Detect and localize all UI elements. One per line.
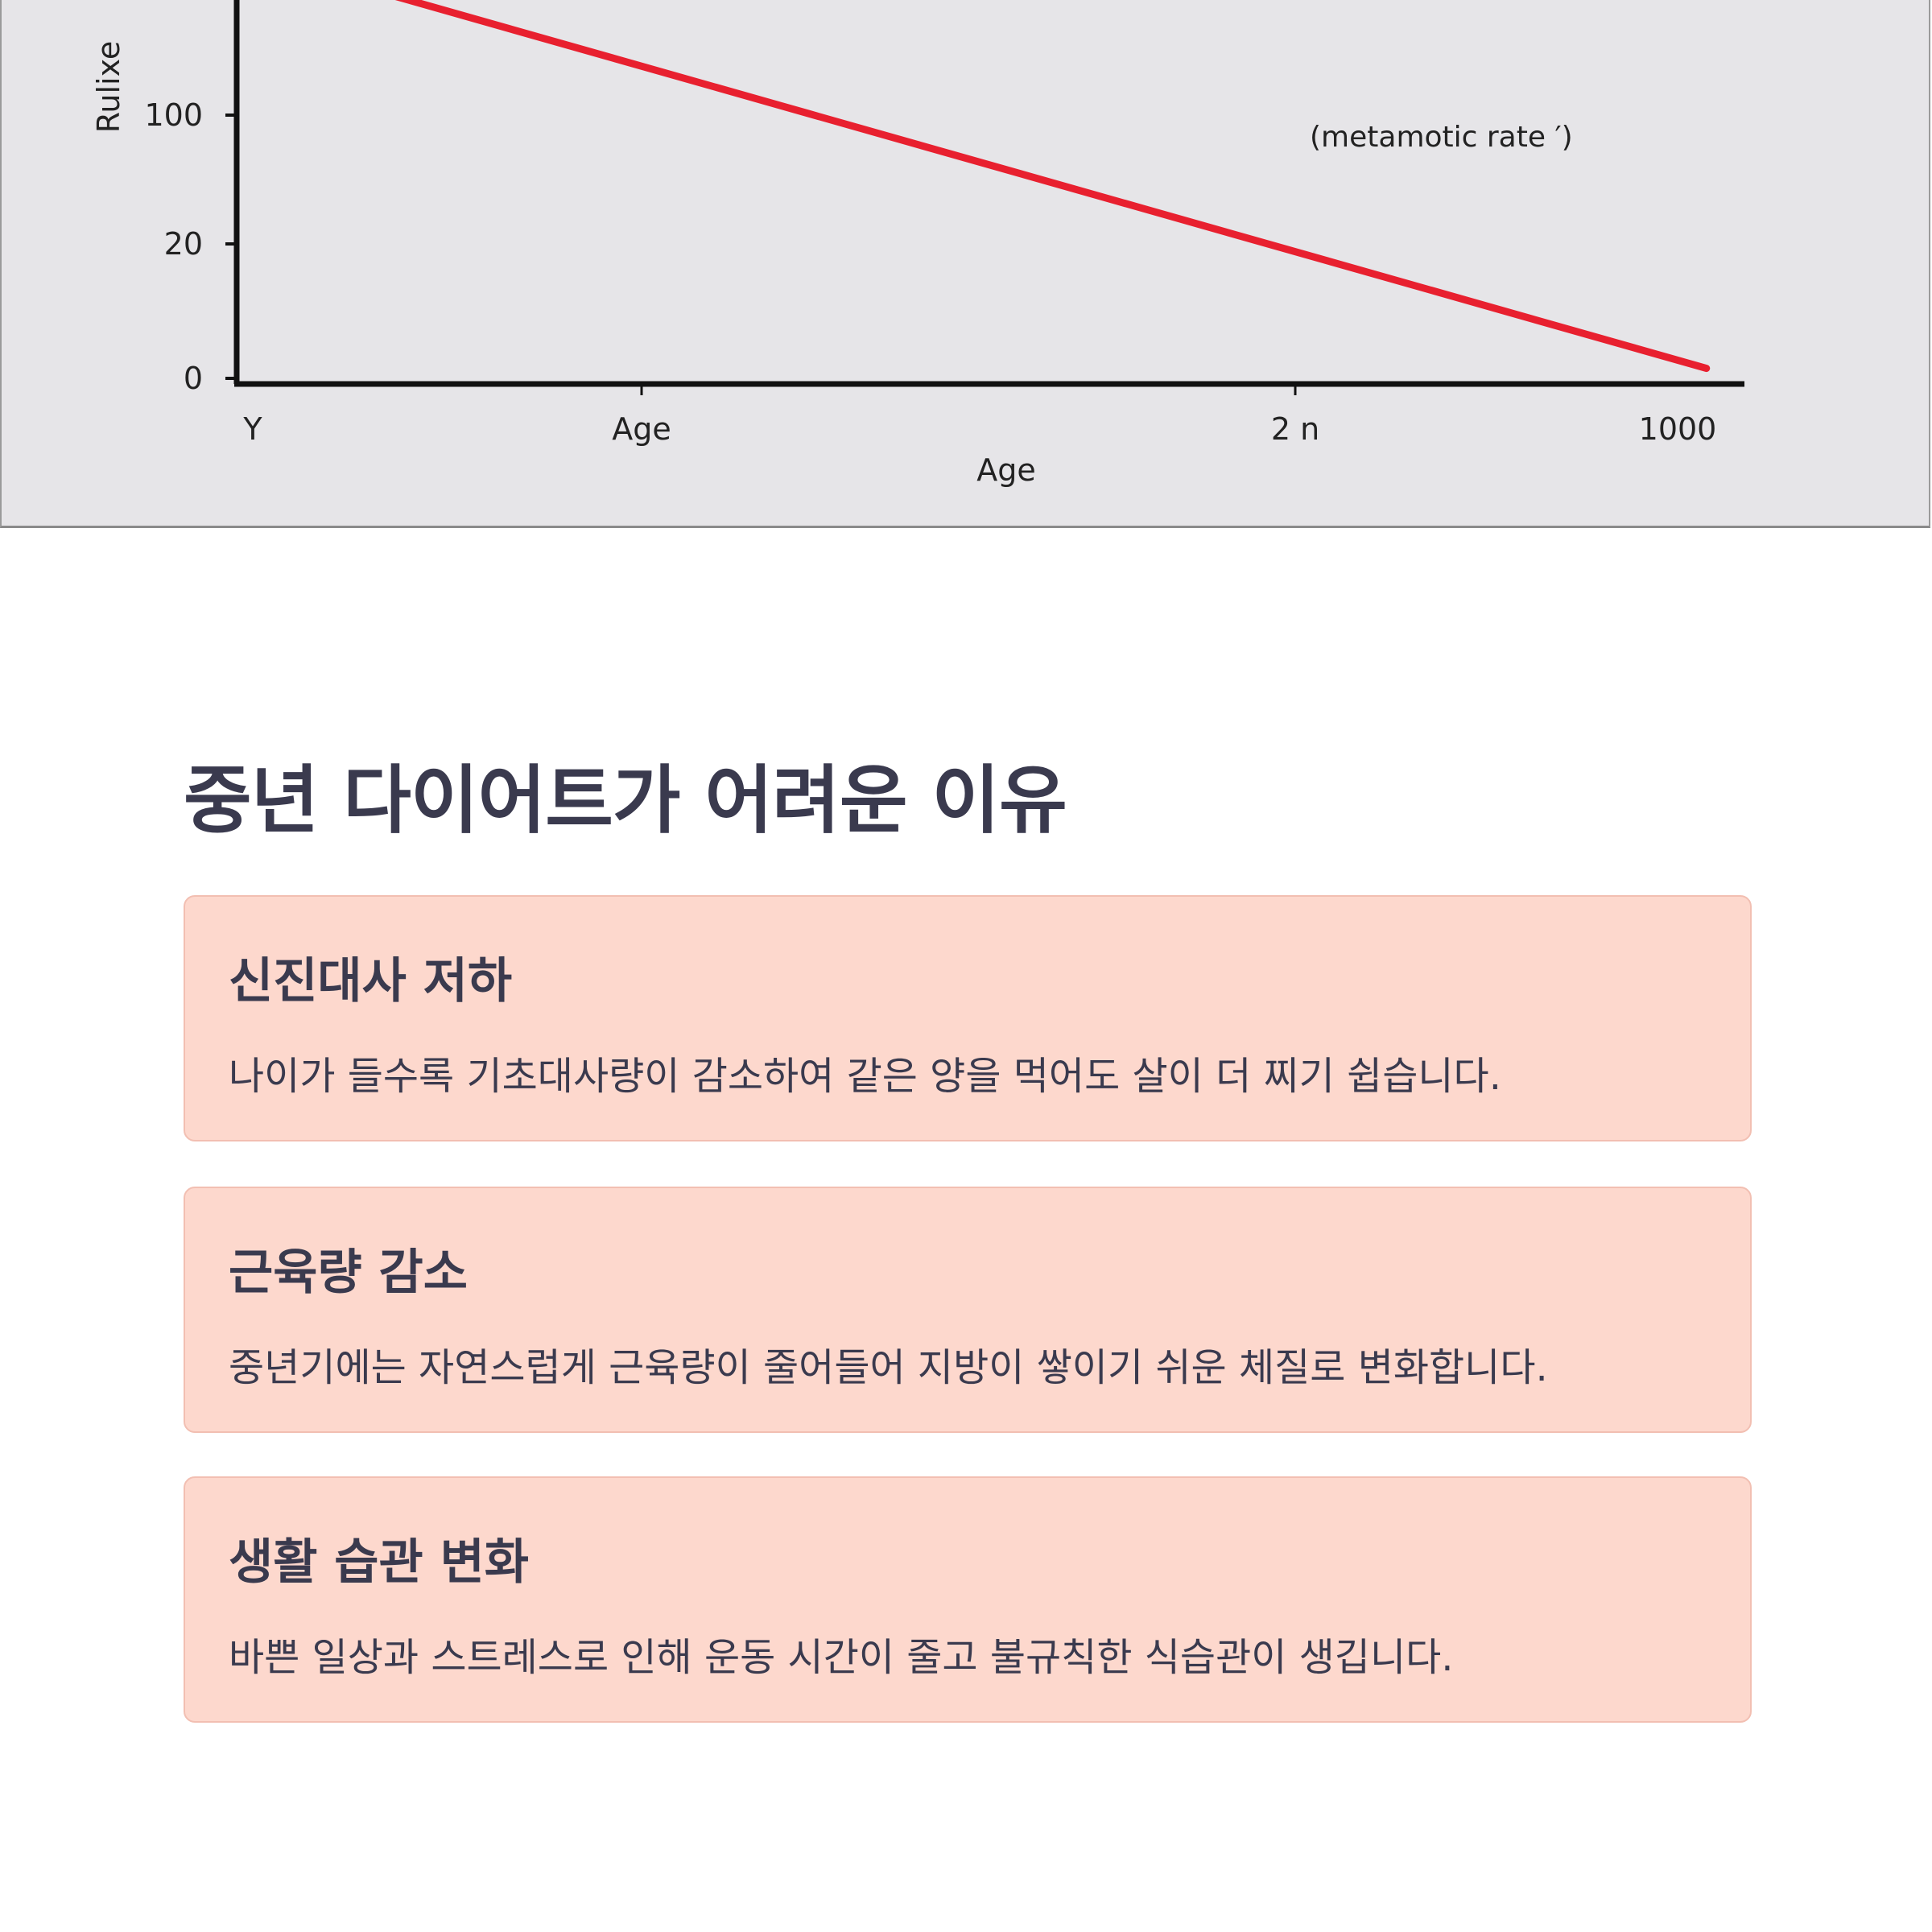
reason-card-lifestyle: 생활 습관 변화 바쁜 일상과 스트레스로 인해 운동 시간이 줄고 불규칙한 …: [184, 1476, 1752, 1723]
reason-card-muscle: 근육량 감소 중년기에는 자연스럽게 근육량이 줄어들어 지방이 쌓이기 쉬운 …: [184, 1187, 1752, 1433]
x-tick-label: Y: [242, 411, 262, 447]
metabolic-rate-line: [394, 0, 1711, 373]
section-title: 중년 다이어트가 어려운 이유: [184, 758, 1067, 844]
y-axis-label: Rulixe: [91, 41, 126, 134]
y-tick-label: 20: [164, 226, 203, 262]
reason-card-metabolism: 신진대사 저하 나이가 들수록 기초대사량이 감소하여 같은 양을 먹어도 살이…: [184, 895, 1752, 1141]
x-axis-label: Age: [976, 452, 1036, 488]
card-title: 생활 습관 변화: [229, 1534, 529, 1591]
x-tick-label: 1000: [1639, 411, 1717, 447]
x-tick-label: 2 n: [1271, 411, 1319, 447]
card-text: 중년기에는 자연스럽게 근육량이 줄어들어 지방이 쌓이기 쉬운 체질로 변화합…: [229, 1345, 1548, 1390]
y-tick-label: 100: [144, 97, 203, 133]
chart-axes: [233, 0, 1744, 387]
card-title: 신진대사 저하: [229, 953, 513, 1009]
card-text: 나이가 들수록 기초대사량이 감소하여 같은 양을 먹어도 살이 더 찌기 쉽습…: [229, 1054, 1501, 1099]
chart-series: [394, 0, 1711, 373]
x-tick-label: Age: [612, 411, 671, 447]
y-tick-label: 0: [184, 361, 203, 396]
card-text: 바쁜 일상과 스트레스로 인해 운동 시간이 줄고 불규칙한 식습관이 생깁니다…: [229, 1635, 1454, 1680]
metabolic-rate-chart: 0 20 100 Y Age 2 n 1000 (metamotic rate ′) Age…: [0, 0, 1930, 528]
series-annotation: (metamotic rate ′): [1310, 121, 1573, 154]
chart-ticks: 0 20 100 Y Age 2 n 1000: [144, 97, 1716, 447]
card-title: 근육량 감소: [229, 1245, 468, 1301]
chart-svg: 0 20 100 Y Age 2 n 1000 (metamotic rate ′) Age…: [91, 0, 1744, 488]
